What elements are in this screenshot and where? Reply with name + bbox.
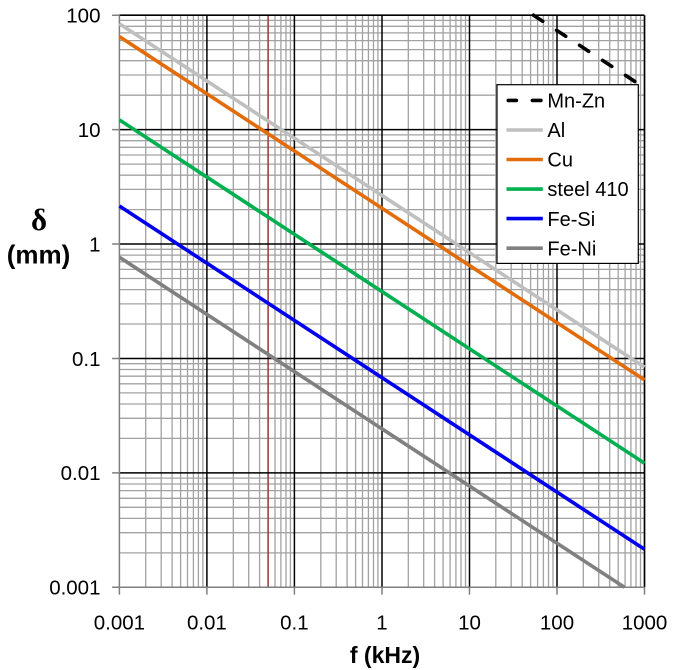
svg-text:0.001: 0.001	[49, 577, 100, 600]
svg-text:1: 1	[376, 612, 387, 635]
svg-text:steel 410: steel 410	[547, 179, 628, 201]
svg-text:0.01: 0.01	[187, 612, 227, 635]
svg-text:0.01: 0.01	[61, 462, 101, 485]
svg-text:100: 100	[66, 5, 100, 28]
svg-text:0.1: 0.1	[280, 612, 309, 635]
svg-text:10: 10	[78, 119, 101, 142]
svg-text:Mn-Zn: Mn-Zn	[547, 91, 605, 113]
svg-text:Fe-Si: Fe-Si	[547, 209, 595, 231]
svg-text:Fe-Ni: Fe-Ni	[547, 238, 596, 260]
svg-text:δ: δ	[31, 202, 47, 237]
svg-text:0.001: 0.001	[94, 612, 145, 635]
svg-text:0.1: 0.1	[72, 348, 101, 371]
svg-text:(mm): (mm)	[7, 240, 71, 270]
svg-text:1: 1	[89, 233, 100, 256]
svg-text:Al: Al	[547, 120, 565, 142]
svg-text:f (kHz): f (kHz)	[350, 642, 420, 668]
svg-text:1000: 1000	[622, 612, 668, 635]
svg-text:100: 100	[540, 612, 574, 635]
svg-text:10: 10	[458, 612, 481, 635]
svg-text:Cu: Cu	[547, 150, 573, 172]
